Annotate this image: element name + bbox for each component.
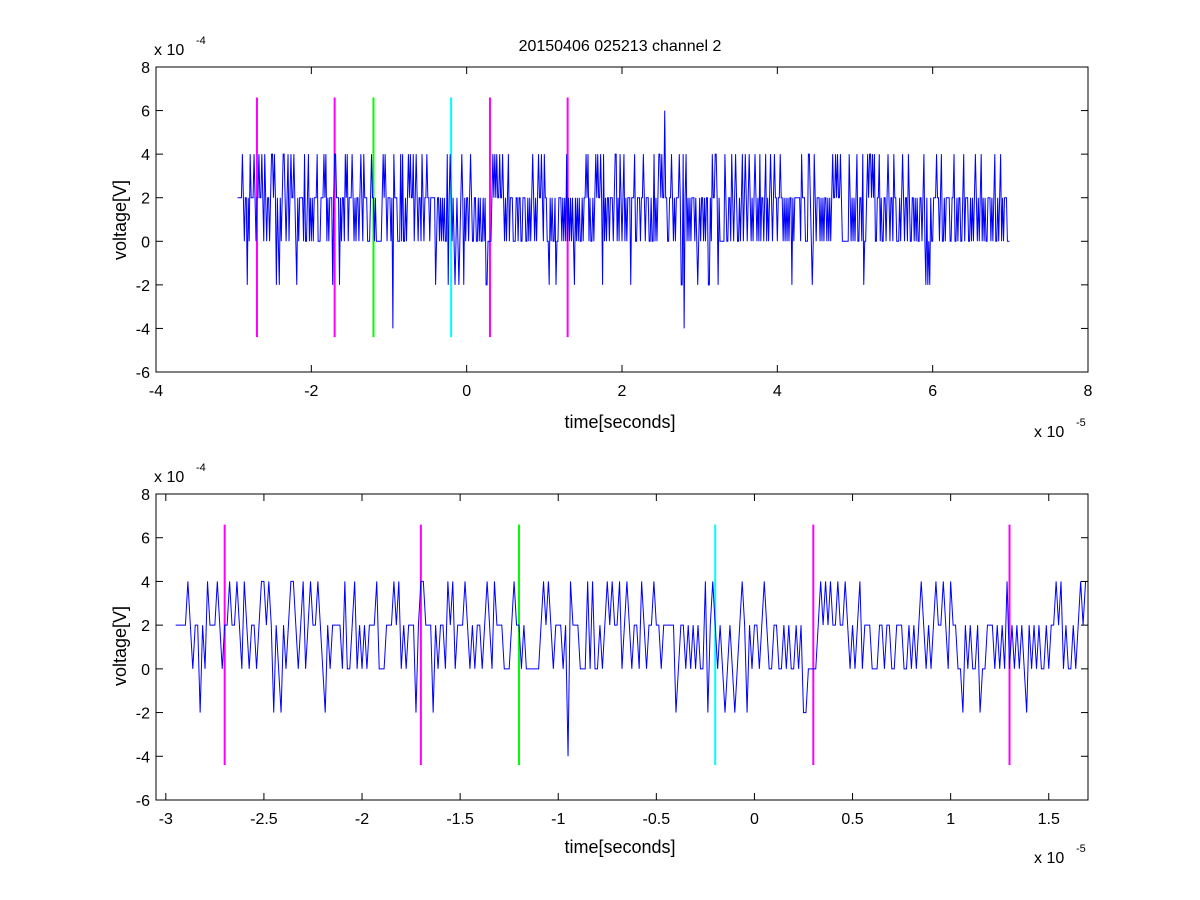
x-tick-label: 4 (773, 383, 782, 400)
x-tick-label: -1.5 (446, 811, 474, 828)
svg-text:-5: -5 (1076, 843, 1086, 855)
y-tick-label: 4 (141, 147, 150, 164)
x-tick-label: 6 (928, 383, 937, 400)
top-signal-trace (237, 110, 1010, 329)
x-tick-label: 1 (946, 811, 955, 828)
y-tick-label: 8 (141, 487, 150, 504)
y-tick-label: 2 (141, 191, 150, 208)
bottom-x-ticks: -3 -2.5 -2 -1.5 -1 -0.5 0 0.5 1 1.5 (159, 494, 1060, 828)
top-y-exponent-label: x 10 -4 (154, 35, 206, 59)
y-tick-label: -4 (136, 321, 150, 338)
x-tick-label: 0 (462, 383, 471, 400)
bottom-signal-trace (175, 580, 1087, 757)
svg-text:x 10: x 10 (1034, 850, 1064, 867)
top-y-axis-title: voltage[V] (110, 180, 130, 260)
x-tick-label: -2 (304, 383, 318, 400)
y-tick-label: -6 (136, 365, 150, 382)
x-tick-label: -0.5 (643, 811, 671, 828)
y-tick-label: -4 (136, 749, 150, 766)
bottom-axes-frame (155, 493, 1089, 801)
x-tick-label: -4 (149, 383, 163, 400)
top-x-axis-title: time[seconds] (564, 412, 675, 432)
svg-text:-4: -4 (196, 35, 206, 47)
x-tick-label: 8 (1084, 383, 1093, 400)
y-tick-label: 8 (141, 60, 150, 77)
top-y-ticks: -6 -4 -2 0 2 4 6 8 (136, 60, 1088, 382)
y-tick-label: 0 (141, 662, 150, 679)
signal-line (175, 580, 1087, 757)
y-tick-label: -6 (136, 793, 150, 810)
top-x-exponent-label: x 10 -5 (1034, 417, 1086, 441)
bottom-x-exponent-label: x 10 -5 (1034, 843, 1086, 867)
bottom-y-axis-title: voltage[V] (110, 606, 130, 686)
x-tick-label: -1 (551, 811, 565, 828)
chart-title: 20150406 025213 channel 2 (519, 38, 722, 55)
bottom-y-ticks: -6 -4 -2 0 2 4 6 8 (136, 487, 1088, 810)
y-tick-label: -2 (136, 706, 150, 723)
x-tick-label: 0 (750, 811, 759, 828)
y-tick-label: 2 (141, 618, 150, 635)
svg-text:x 10: x 10 (154, 469, 184, 486)
y-tick-label: 0 (141, 234, 150, 251)
y-tick-label: -2 (136, 278, 150, 295)
bottom-x-axis-title: time[seconds] (564, 837, 675, 857)
y-tick-label: 6 (141, 104, 150, 121)
x-tick-label: 1.5 (1038, 811, 1060, 828)
bottom-event-markers (223, 524, 1011, 766)
bottom-subplot: -3 -2.5 -2 -1.5 -1 -0.5 0 0.5 1 1.5 -6 -4 -2 0 2 4 6 8 t… (110, 462, 1089, 867)
y-tick-label: 6 (141, 531, 150, 548)
svg-text:x 10: x 10 (1034, 424, 1064, 441)
bottom-y-exponent-label: x 10 -4 (154, 462, 206, 486)
x-tick-label: -3 (159, 811, 173, 828)
svg-text:-5: -5 (1076, 417, 1086, 429)
svg-text:-4: -4 (196, 462, 206, 474)
x-tick-label: -2.5 (250, 811, 278, 828)
x-tick-label: 0.5 (841, 811, 863, 828)
top-x-ticks: -4 -2 0 2 4 6 8 (149, 67, 1093, 400)
y-tick-label: 4 (141, 574, 150, 591)
signal-line (237, 110, 1010, 329)
x-tick-label: -2 (355, 811, 369, 828)
x-tick-label: 2 (618, 383, 627, 400)
svg-text:x 10: x 10 (154, 42, 184, 59)
